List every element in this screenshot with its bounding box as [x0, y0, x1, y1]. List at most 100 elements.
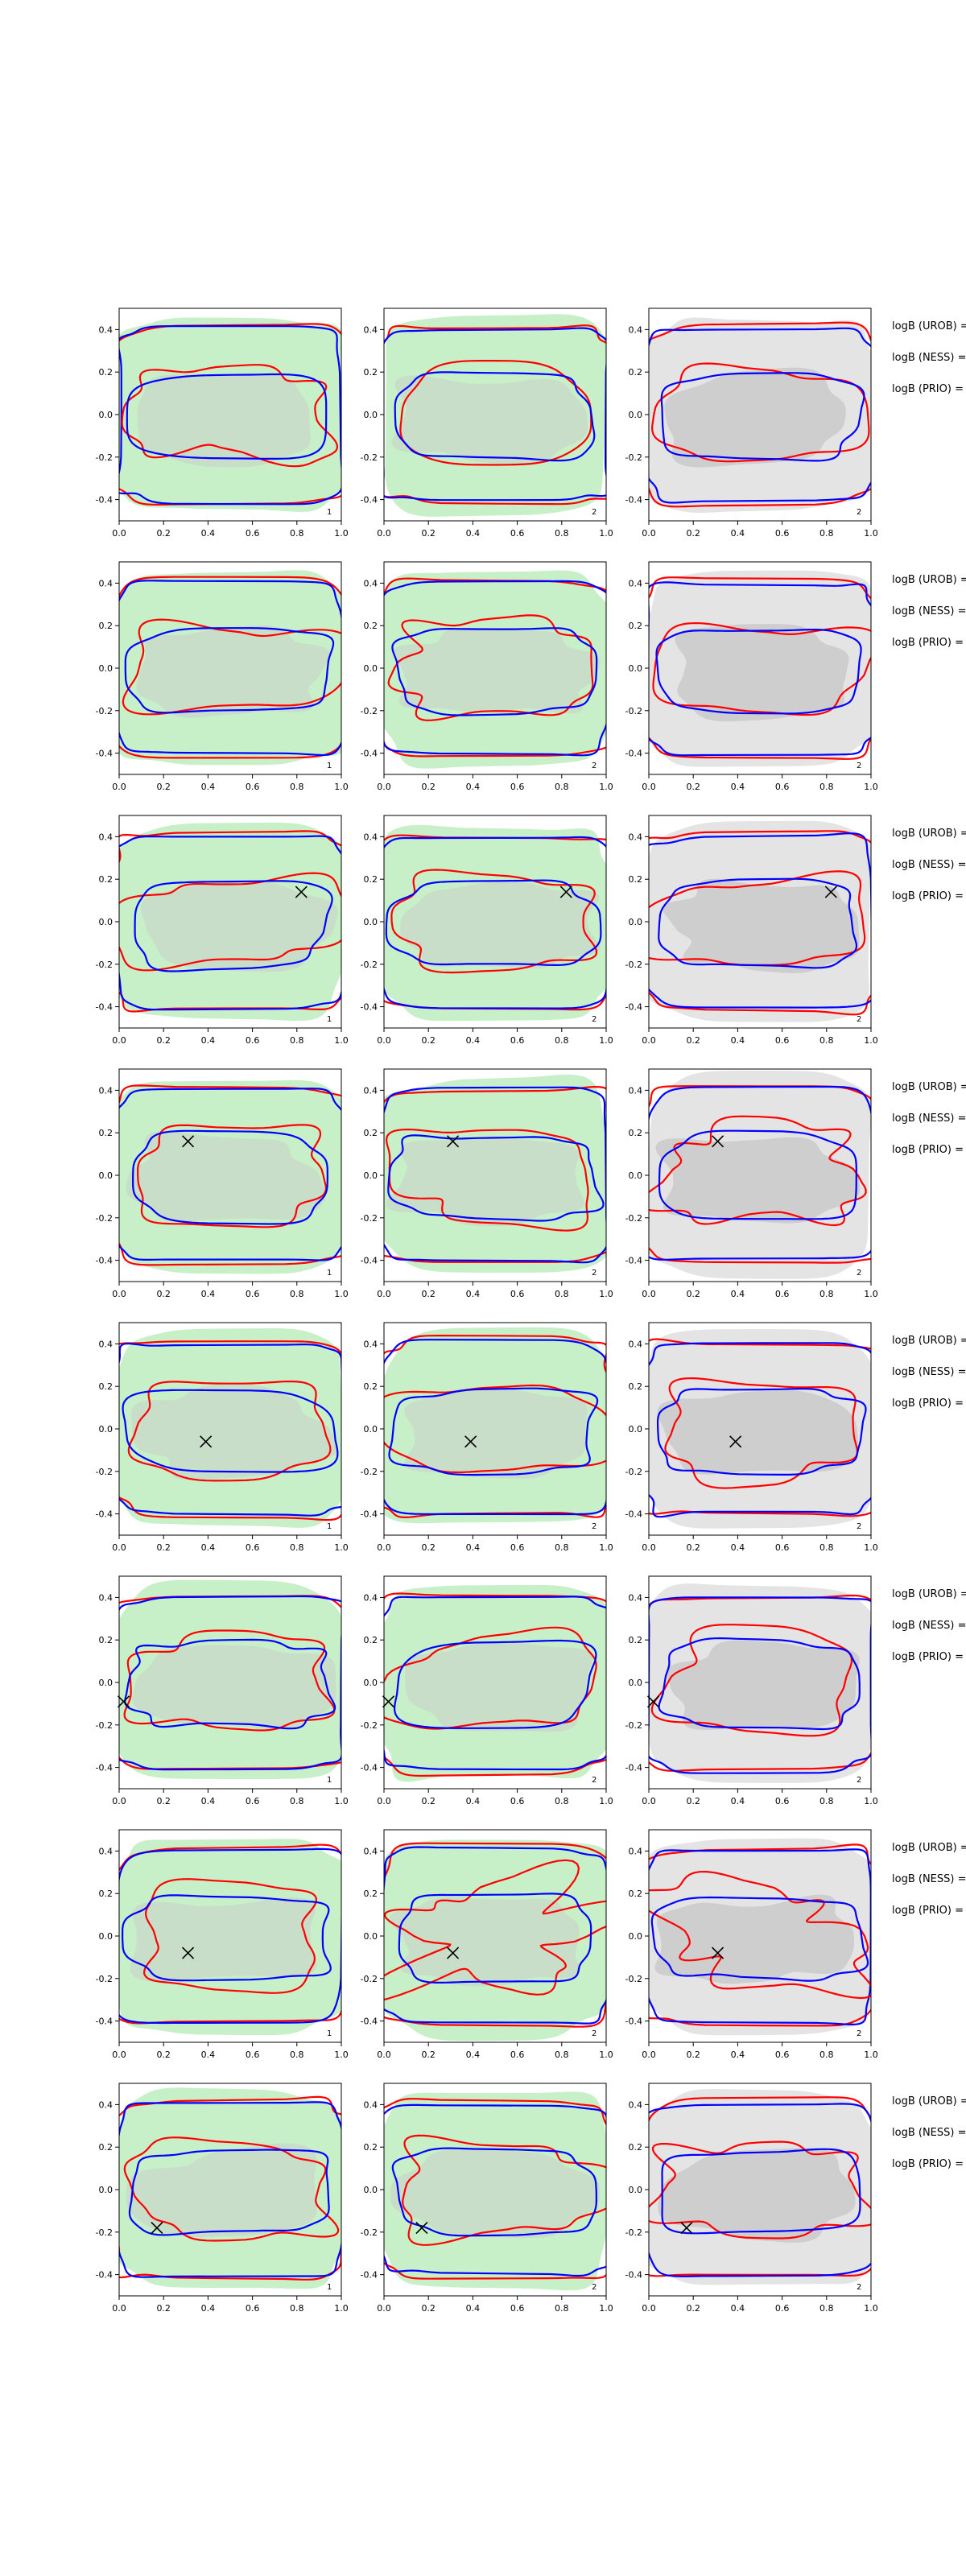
y-tick-label: 0.4	[364, 1339, 378, 1349]
x-tick-label: 0.6	[510, 1796, 525, 1806]
x-tick-label: 1.0	[599, 1289, 613, 1299]
x-tick-label: 0.6	[775, 1289, 790, 1299]
y-tick-label: 0.4	[99, 1085, 114, 1096]
y-tick-label: -0.2	[625, 1974, 642, 1984]
red-contour-1	[649, 1085, 871, 1264]
y-tick-label: -0.2	[361, 452, 378, 463]
y-tick-label: -0.4	[361, 1256, 378, 1266]
plot-area	[649, 317, 871, 513]
y-tick-label: -0.4	[625, 2270, 642, 2281]
plot-area	[384, 1839, 606, 2041]
blue-contour-2	[649, 832, 871, 1009]
plot-area	[384, 1074, 606, 1273]
blue-contour-2	[119, 325, 341, 506]
panel-r7-c1: 1 0.0 0.2 0.4 0.6 0.8 1.0 0.4 0.2 0.0 -0.2 -0.4	[96, 1829, 349, 2060]
red-contour-3	[649, 1115, 867, 1227]
plot-area	[119, 570, 341, 766]
x-tick-label: 0.4	[731, 1035, 745, 1046]
x-marker	[711, 1946, 724, 1959]
blue-contour-4	[388, 1387, 599, 1476]
x-tick-label: 0.2	[421, 1542, 436, 1553]
red-contour-1	[384, 1592, 606, 1777]
x-tick-label: 0.8	[290, 528, 304, 539]
y-tick-label: -0.2	[361, 2227, 378, 2238]
inner-gray-region	[658, 2148, 856, 2243]
blue-contour-2	[649, 327, 871, 504]
inner-gray-region	[666, 1640, 860, 1730]
x-tick-label: 0.4	[201, 1542, 216, 1553]
x-tick-label: 0.0	[377, 1796, 391, 1806]
plot-area	[119, 1579, 341, 1779]
y-tick-label: 0.2	[99, 621, 114, 631]
x-tick-label: 0.0	[642, 2303, 656, 2314]
x-tick-label: 0.8	[819, 782, 834, 792]
y-tick-label: -0.4	[361, 2270, 378, 2281]
x-tick-label: 0.0	[642, 528, 656, 539]
inner-gray-region	[137, 374, 311, 468]
y-tick-label: 0.4	[364, 578, 378, 588]
x-tick-label: 0.8	[555, 2050, 569, 2060]
panel-r3-c1: 1 0.0 0.2 0.4 0.6 0.8 1.0 0.4 0.2 0.0 -0.2 -0.4	[96, 815, 349, 1046]
red-contour-3	[142, 1878, 318, 1994]
y-tick-label: 0.2	[99, 874, 114, 885]
x-tick-label: 0.4	[466, 528, 481, 539]
plot-area	[119, 2087, 341, 2289]
x-tick-label: 0.4	[466, 1796, 481, 1806]
y-tick-label: -0.4	[361, 749, 378, 759]
y-tick-label: 0.4	[364, 832, 378, 842]
green-region-fill	[384, 1584, 606, 1782]
blue-contour-4	[121, 1894, 332, 1982]
x-tick-label: 0.8	[555, 1289, 569, 1299]
panel-index-label: 2	[592, 2029, 597, 2038]
inner-gray-region	[126, 1131, 326, 1222]
inner-gray-region	[391, 375, 588, 465]
red-contour-3	[402, 2134, 606, 2246]
x-tick-label: 1.0	[864, 1542, 878, 1553]
panel-r2-c1: 1 0.0 0.2 0.4 0.6 0.8 1.0 0.4 0.2 0.0 -0.2 -0.4	[96, 561, 349, 792]
y-tick-label: 0.2	[364, 874, 378, 885]
x-tick-label: 0.8	[555, 2303, 569, 2314]
blue-contour-2	[119, 1088, 341, 1261]
panel-r2-c3: 2 0.0 0.2 0.4 0.6 0.8 1.0 0.4 0.2 0.0 -0.2 -0.4	[625, 561, 878, 792]
y-tick-label: 0.2	[629, 2142, 643, 2153]
blue-contour-2	[119, 835, 341, 1011]
panel-r4-c2: 2 0.0 0.2 0.4 0.6 0.8 1.0 0.4 0.2 0.0 -0.2 -0.4	[361, 1068, 613, 1299]
x-tick-label: 0.0	[642, 1289, 656, 1299]
y-tick-label: -0.2	[96, 2227, 113, 2238]
blue-contour-2	[649, 1342, 871, 1518]
inner-gray-region	[654, 1894, 855, 1984]
red-contour-3	[384, 1384, 606, 1474]
logb-label-3: logB (PRIO) =	[892, 2158, 964, 2170]
x-tick-label: 1.0	[334, 1542, 349, 1553]
blue-contour-4	[134, 880, 333, 972]
x-tick-label: 0.4	[466, 782, 481, 792]
logb-label-1: logB (UROB) =	[892, 320, 966, 332]
blue-contour-2	[384, 580, 606, 757]
x-tick-label: 0.2	[421, 528, 436, 539]
y-tick-label: -0.2	[361, 1213, 378, 1224]
red-contour-1	[384, 834, 606, 1011]
blue-contour-4	[394, 371, 596, 462]
x-tick-label: 0.0	[642, 1542, 656, 1553]
x-tick-label: 0.4	[201, 1035, 216, 1046]
red-contour-1	[384, 1842, 606, 2028]
inner-gray-region	[664, 367, 846, 468]
red-contour-3	[650, 1624, 853, 1737]
x-tick-label: 0.2	[156, 782, 171, 792]
y-tick-label: 0.4	[629, 832, 643, 842]
panel-index-label: 2	[592, 1269, 597, 1278]
blue-contour-4	[391, 627, 598, 716]
x-tick-label: 0.2	[686, 782, 700, 792]
y-tick-label: 0.2	[629, 621, 643, 631]
blue-contour-4	[124, 1638, 336, 1730]
red-contour-1	[384, 324, 606, 506]
x-tick-label: 0.2	[156, 1035, 171, 1046]
x-tick-label: 0.2	[156, 1796, 171, 1806]
panel-r6-c2: 2 0.0 0.2 0.4 0.6 0.8 1.0 0.4 0.2 0.0 -0.2 -0.4	[361, 1575, 613, 1806]
panel-index-label: 2	[857, 508, 861, 517]
blue-contour-4	[391, 2147, 598, 2237]
panel-r5-c1: 1 0.0 0.2 0.4 0.6 0.8 1.0 0.4 0.2 0.0 -0.2 -0.4	[96, 1322, 349, 1553]
x-tick-label: 0.0	[112, 1796, 126, 1806]
red-contour-3	[664, 1377, 859, 1489]
